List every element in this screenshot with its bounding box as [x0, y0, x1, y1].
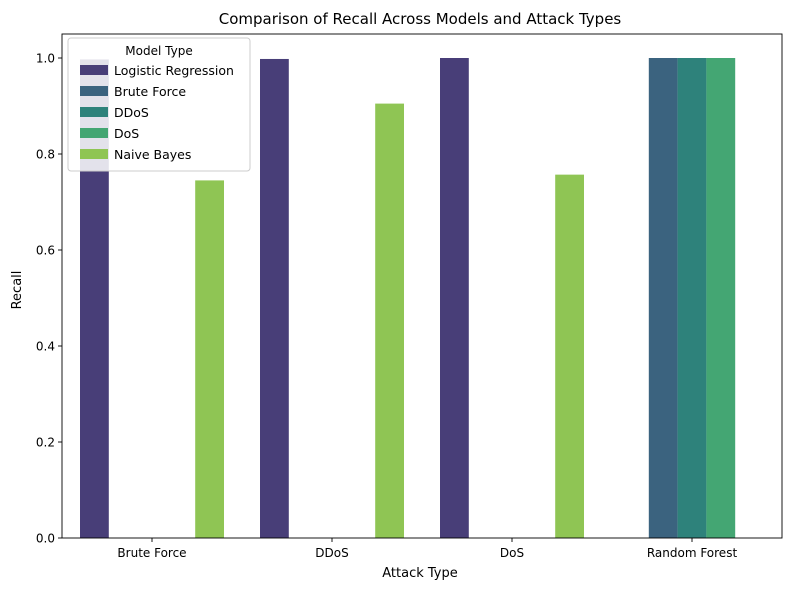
- legend-label: DoS: [114, 126, 139, 141]
- bar: [648, 58, 678, 538]
- bar: [555, 174, 584, 538]
- legend: Model Type Logistic Regression Brute Force…: [67, 37, 251, 172]
- legend-swatch: [80, 107, 108, 117]
- plot-area: [61, 33, 783, 539]
- y-tick-label: 0.2: [36, 436, 55, 450]
- bar: [195, 180, 224, 538]
- x-tick-label: Brute Force: [117, 546, 186, 560]
- legend-box: [67, 37, 251, 172]
- y-tick-label: 0.6: [36, 244, 55, 258]
- x-axis-label: Attack Type: [382, 566, 458, 581]
- y-tick-label: 0.0: [36, 532, 55, 546]
- y-tick-label: 1.0: [36, 52, 55, 66]
- bar: [706, 58, 736, 538]
- legend-label: Naive Bayes: [114, 147, 191, 162]
- legend-swatch: [80, 128, 108, 138]
- legend-swatch: [80, 65, 108, 75]
- bar: [440, 58, 469, 538]
- plot-frame: [61, 33, 783, 539]
- x-tick-label: DDoS: [315, 546, 348, 560]
- bar: [677, 58, 707, 538]
- bar: [260, 58, 289, 539]
- y-tick-label: 0.8: [36, 148, 55, 162]
- legend-label: Brute Force: [114, 84, 186, 99]
- legend-swatch: [80, 86, 108, 96]
- y-tick-label: 0.4: [36, 340, 55, 354]
- legend-label: Logistic Regression: [114, 63, 234, 78]
- y-axis: 0.0 0.2 0.4 0.6 0.8 1.0: [36, 52, 62, 546]
- x-tick-label: DoS: [500, 546, 524, 560]
- legend-title: Model Type: [125, 44, 192, 58]
- x-axis: Brute Force DDoS DoS Random Forest: [117, 538, 737, 560]
- bar: [375, 103, 404, 538]
- legend-label: DDoS: [114, 105, 149, 120]
- chart-title: Comparison of Recall Across Models and A…: [219, 10, 622, 28]
- y-axis-label: Recall: [10, 271, 25, 310]
- legend-swatch: [80, 149, 108, 159]
- x-tick-label: Random Forest: [647, 546, 738, 560]
